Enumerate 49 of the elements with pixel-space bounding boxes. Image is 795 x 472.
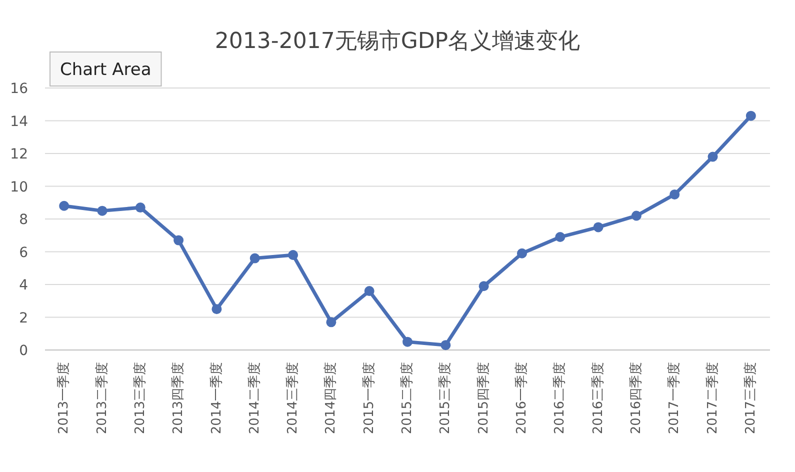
- x-tick-label: 2013一季度: [56, 362, 72, 434]
- y-tick-label: 12: [10, 146, 28, 162]
- x-tick-label: 2016四季度: [628, 362, 644, 434]
- x-tick-label: 2013三季度: [132, 362, 148, 434]
- y-tick-label: 10: [10, 179, 28, 196]
- point: [631, 210, 642, 221]
- point: [440, 340, 451, 350]
- x-tick-label: 2017一季度: [666, 362, 682, 434]
- y-tick-label: 8: [19, 212, 28, 228]
- x-tick-label: 2014二季度: [246, 362, 262, 434]
- point: [174, 235, 184, 246]
- point: [555, 232, 566, 242]
- point: [135, 202, 146, 213]
- x-tick-label: 2016三季度: [590, 362, 606, 434]
- y-tick-label: 2: [19, 310, 28, 326]
- x-tick-label: 2017三季度: [742, 362, 758, 434]
- point: [516, 248, 527, 258]
- point: [97, 206, 108, 216]
- point: [59, 200, 70, 211]
- point: [670, 189, 680, 200]
- point: [250, 253, 260, 264]
- point: [364, 286, 374, 296]
- y-tick-label: 16: [10, 81, 28, 97]
- y-tick-label: 14: [10, 114, 28, 130]
- point: [288, 250, 298, 260]
- x-tick-label: 2015四季度: [475, 362, 492, 434]
- point: [478, 281, 489, 292]
- x-tick-label: 2015一季度: [360, 362, 377, 434]
- point: [708, 152, 718, 162]
- y-tick-label: 6: [19, 244, 28, 261]
- x-tick-label: 2017二季度: [704, 362, 720, 434]
- point: [746, 110, 756, 121]
- y-tick-label: 0: [19, 343, 28, 359]
- text: Chart Area: [60, 60, 152, 80]
- y-tick-label: 4: [19, 278, 28, 294]
- x-tick-label: 2014一季度: [208, 362, 224, 434]
- point: [326, 317, 336, 328]
- x-tick-label: 2013二季度: [94, 362, 110, 434]
- x-tick-label: 2016一季度: [514, 362, 530, 434]
- x-tick-label: 2014四季度: [322, 362, 339, 434]
- point: [402, 336, 412, 347]
- x-tick-label: 2013四季度: [170, 362, 186, 434]
- point: [212, 304, 222, 314]
- point: [593, 222, 604, 232]
- chart-title: 2013-2017无锡市GDP名义增速变化: [214, 29, 580, 54]
- x-tick-label: 2015二季度: [399, 362, 416, 434]
- x-tick-label: 2015三季度: [437, 362, 454, 434]
- x-tick-label: 2014三季度: [284, 362, 301, 434]
- x-tick-label: 2016二季度: [552, 362, 568, 434]
